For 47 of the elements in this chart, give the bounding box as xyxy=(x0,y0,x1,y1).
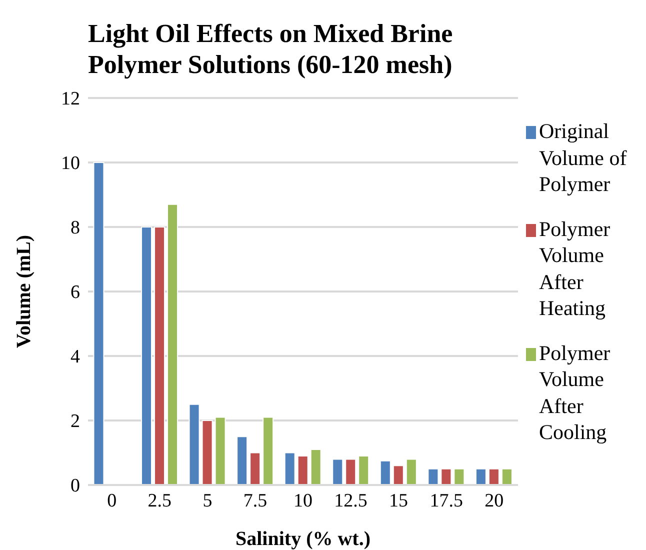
bar xyxy=(141,226,152,485)
bar xyxy=(262,416,274,485)
y-tick-label: 12 xyxy=(61,88,80,110)
legend-label: Original Volume of Polymer xyxy=(539,118,628,198)
x-tick-label: 10 xyxy=(294,490,312,512)
bar xyxy=(214,416,226,485)
bar xyxy=(310,449,322,485)
bar xyxy=(392,465,404,485)
y-axis-title: Volume (mL) xyxy=(13,234,36,348)
x-tick-label: 7.5 xyxy=(243,490,268,512)
x-tick-label: 12.5 xyxy=(334,490,368,512)
x-tick-label: 5 xyxy=(202,490,212,512)
legend-label: Polymer Volume After Heating xyxy=(539,216,612,322)
bar xyxy=(358,455,370,485)
bar xyxy=(475,468,486,485)
x-tick-label: 2.5 xyxy=(148,490,172,512)
chart-title: Light Oil Effects on Mixed Brine Polymer Solutions (60-120 mesh) xyxy=(88,18,454,80)
y-tick-label: 0 xyxy=(70,476,80,497)
bar xyxy=(167,204,178,485)
bar xyxy=(297,455,308,485)
bar xyxy=(188,404,200,485)
y-tick-label: 2 xyxy=(70,411,80,432)
legend-label: Polymer Volume After Cooling xyxy=(539,340,612,446)
bar xyxy=(488,468,500,485)
x-tick-label: 17.5 xyxy=(430,490,463,512)
bar xyxy=(93,162,104,485)
x-tick-label: 0 xyxy=(107,490,117,512)
bar xyxy=(501,468,512,485)
bar xyxy=(202,420,213,485)
y-tick-label: 4 xyxy=(70,346,80,368)
x-axis-title: Salinity (% wt.) xyxy=(236,528,370,550)
bar xyxy=(345,458,356,485)
bar xyxy=(406,458,417,485)
bar xyxy=(380,460,391,485)
x-tick-label: 20 xyxy=(484,490,504,512)
x-tick-label: 15 xyxy=(389,490,408,512)
bar xyxy=(428,468,439,485)
bar xyxy=(454,468,465,485)
y-tick-label: 6 xyxy=(70,282,80,304)
bar xyxy=(236,436,248,485)
y-tick-label: 10 xyxy=(61,153,80,174)
bar xyxy=(284,452,296,485)
bar xyxy=(250,452,261,485)
y-tick-label: 8 xyxy=(70,218,80,239)
bar xyxy=(440,468,452,485)
bar xyxy=(332,458,344,485)
bar xyxy=(154,226,166,485)
